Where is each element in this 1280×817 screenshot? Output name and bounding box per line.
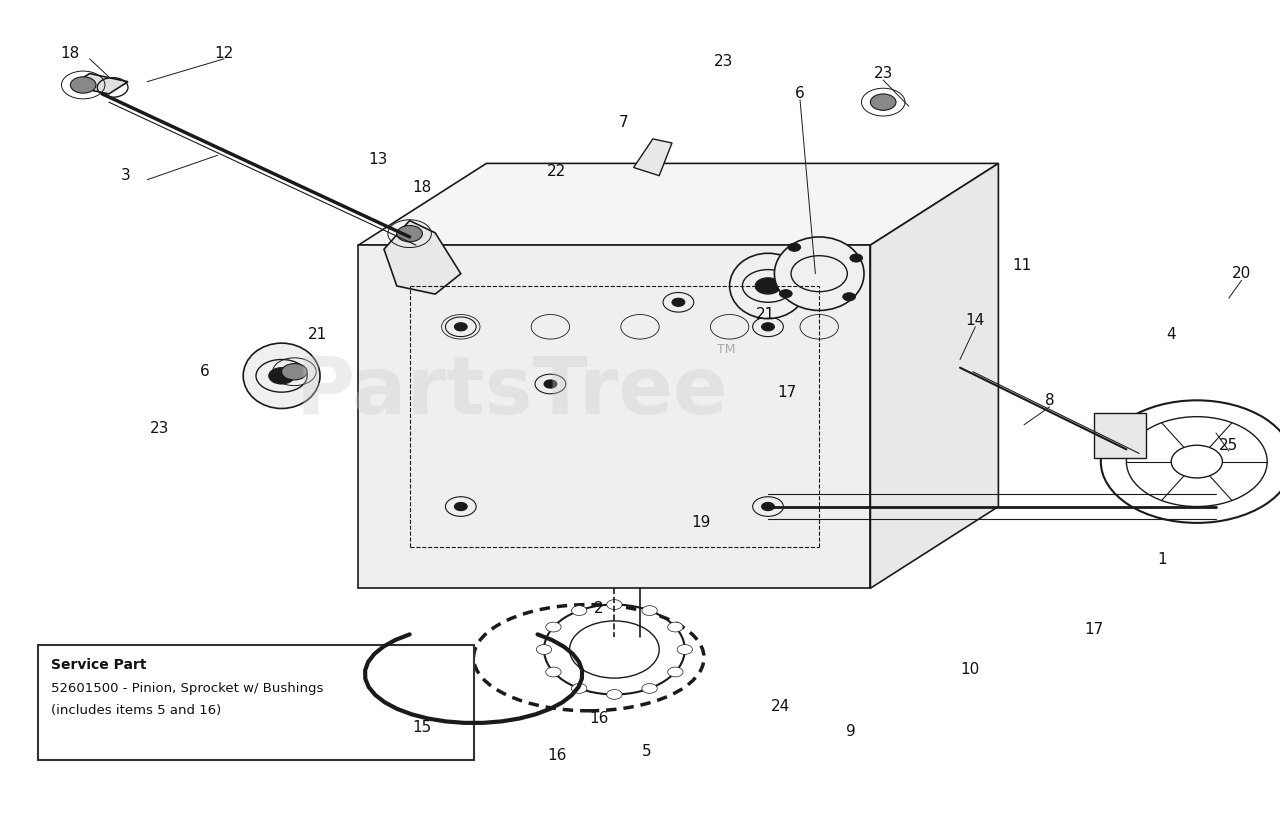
Text: 7: 7 (618, 115, 628, 130)
Bar (1094, 413, 1146, 458)
Circle shape (454, 323, 467, 331)
Circle shape (545, 623, 561, 632)
FancyBboxPatch shape (38, 645, 474, 760)
Text: 19: 19 (691, 516, 712, 530)
Circle shape (282, 364, 307, 380)
Text: 9: 9 (846, 724, 856, 739)
Circle shape (572, 605, 586, 615)
Text: (includes items 5 and 16): (includes items 5 and 16) (51, 704, 221, 717)
Text: 18: 18 (412, 181, 433, 195)
Text: 14: 14 (965, 313, 986, 328)
Circle shape (607, 600, 622, 609)
Text: 22: 22 (547, 164, 567, 179)
Text: 25: 25 (1219, 438, 1239, 453)
Text: 11: 11 (1011, 258, 1032, 273)
Text: 24: 24 (771, 699, 791, 714)
Circle shape (850, 254, 863, 262)
Text: 15: 15 (412, 720, 433, 734)
Circle shape (607, 690, 622, 699)
Circle shape (842, 292, 855, 301)
Circle shape (788, 243, 801, 252)
Circle shape (755, 278, 781, 294)
Text: 6: 6 (200, 364, 210, 379)
Text: 16: 16 (589, 712, 609, 726)
Circle shape (794, 278, 819, 294)
Text: 21: 21 (755, 307, 776, 322)
Text: 17: 17 (1084, 622, 1105, 636)
Circle shape (800, 266, 826, 282)
Polygon shape (384, 221, 461, 294)
Circle shape (870, 94, 896, 110)
Text: 4: 4 (1166, 328, 1176, 342)
Text: TM: TM (717, 343, 735, 356)
Ellipse shape (243, 343, 320, 408)
Circle shape (70, 77, 96, 93)
Text: 5: 5 (641, 744, 652, 759)
Circle shape (545, 667, 561, 676)
Circle shape (677, 645, 692, 654)
Circle shape (572, 684, 586, 694)
Text: 18: 18 (60, 46, 81, 60)
Circle shape (762, 323, 774, 331)
Polygon shape (634, 139, 672, 176)
Text: 52601500 - Pinion, Sprocket w/ Bushings: 52601500 - Pinion, Sprocket w/ Bushings (51, 682, 324, 695)
Polygon shape (870, 163, 998, 588)
Text: 10: 10 (960, 663, 980, 677)
Text: 1: 1 (1157, 552, 1167, 567)
Circle shape (454, 502, 467, 511)
Polygon shape (70, 74, 128, 94)
Circle shape (643, 605, 658, 615)
Text: 23: 23 (150, 422, 170, 436)
Text: 2: 2 (594, 601, 604, 616)
Text: 23: 23 (713, 54, 733, 69)
Text: Service Part: Service Part (51, 658, 147, 672)
Circle shape (668, 623, 684, 632)
Circle shape (536, 645, 552, 654)
Text: 17: 17 (777, 385, 797, 400)
Text: 16: 16 (547, 748, 567, 763)
Circle shape (641, 684, 658, 694)
Circle shape (544, 380, 557, 388)
Circle shape (269, 368, 294, 384)
Ellipse shape (730, 253, 806, 319)
Polygon shape (358, 163, 998, 245)
Circle shape (762, 502, 774, 511)
Text: 13: 13 (367, 152, 388, 167)
Text: 8: 8 (1044, 393, 1055, 408)
Text: 20: 20 (1231, 266, 1252, 281)
Ellipse shape (774, 237, 864, 310)
Text: 3: 3 (120, 168, 131, 183)
Text: 23: 23 (873, 66, 893, 81)
Polygon shape (358, 245, 870, 588)
Text: 12: 12 (214, 46, 234, 60)
Circle shape (668, 667, 684, 676)
Circle shape (397, 225, 422, 242)
Text: 6: 6 (795, 87, 805, 101)
Circle shape (780, 289, 792, 297)
Circle shape (672, 298, 685, 306)
Text: 21: 21 (307, 328, 328, 342)
Text: PartsTree: PartsTree (296, 353, 728, 431)
